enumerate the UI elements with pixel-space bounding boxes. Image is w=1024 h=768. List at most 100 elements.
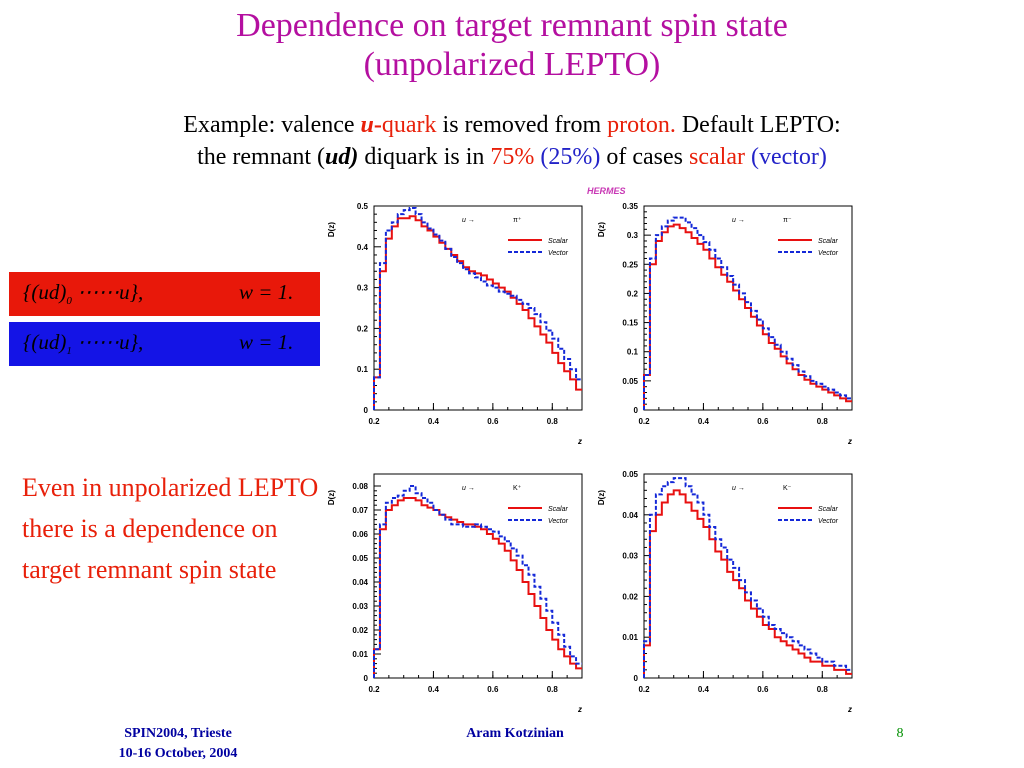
footer-conference-name: SPIN2004, Trieste	[124, 726, 232, 741]
y-tick-label: 0	[634, 674, 639, 683]
y-tick-label: 0.03	[352, 602, 368, 611]
slide-title: Dependence on target remnant spin state …	[0, 6, 1024, 84]
hermes-label: HERMES	[587, 186, 626, 196]
y-tick-label: 0.02	[352, 626, 368, 635]
x-tick-label: 0.6	[757, 417, 769, 426]
x-tick-label: 0.2	[638, 417, 650, 426]
dash: -	[373, 112, 382, 138]
x-tick-label: 0.8	[817, 417, 829, 426]
hadron-label: π⁻	[783, 217, 792, 224]
intro-text-1: Example: valence	[183, 112, 361, 138]
chart-pi-plus: 0 0.1 0.2 0.3 0.4 0.5 0.2 0.4 0.6 0.8 D(z) z u → π⁺ Sc…	[322, 196, 590, 450]
intro-text-4: the remnant (	[197, 144, 326, 170]
plot-frame	[373, 205, 583, 411]
eq-red-rest: ⋯⋯u},	[71, 280, 144, 304]
eq-red-weight: w = 1.	[239, 280, 294, 304]
x-tick-label: 0.4	[428, 685, 440, 694]
chart-k-minus: 0 0.01 0.02 0.03 0.04 0.05 0.2 0.4 0.6 0.8 D(z) z u …	[592, 464, 860, 718]
y-tick-label: 0.1	[357, 365, 369, 374]
x-tick-label: 0.2	[368, 685, 380, 694]
y-tick-label: 0.25	[622, 260, 638, 269]
chart-k-minus-svg: 0 0.01 0.02 0.03 0.04 0.05 0.2 0.4 0.6 0.8 D(z) z u …	[597, 470, 853, 714]
y-tick-label: 0.03	[622, 552, 638, 561]
y-tick-label: 0.2	[627, 289, 639, 298]
series-scalar-histogram	[373, 215, 582, 410]
y-tick-label: 0.04	[622, 511, 638, 520]
y-tick-label: 0	[634, 406, 639, 415]
process-label: u →	[732, 217, 745, 224]
process-label: u →	[462, 217, 475, 224]
y-tick-label: 0.3	[357, 284, 369, 293]
percent-75: 75%	[490, 144, 535, 170]
process-label: u →	[462, 485, 475, 492]
y-tick-label: 0	[364, 674, 369, 683]
y-tick-label: 0.4	[357, 243, 369, 252]
eq-blue-rest: ⋯⋯u},	[71, 330, 144, 354]
vector-word: (vector)	[744, 144, 827, 170]
u-quark-symbol: u	[360, 112, 374, 138]
series-vector-histogram	[373, 207, 582, 410]
legend-label-vector: Vector	[548, 518, 569, 525]
y-tick-label: 0.2	[357, 324, 369, 333]
footer-author: Aram Kotzinian	[466, 726, 564, 741]
intro-text-6: of cases	[600, 144, 689, 170]
note-text: Even in unpolarized LEPTO there is a dep…	[22, 473, 319, 584]
y-tick-label: 0.3	[627, 231, 639, 240]
x-tick-label: 0.4	[428, 417, 440, 426]
x-axis-label: z	[577, 705, 582, 714]
legend-label-vector: Vector	[818, 250, 839, 257]
series-scalar-histogram	[643, 489, 852, 678]
scalar-equation-box: {(ud)0 ⋯⋯u}, w = 1.	[9, 272, 320, 316]
y-tick-label: 0.08	[352, 482, 368, 491]
y-axis-label: D(z)	[597, 490, 606, 505]
scalar-word: scalar	[689, 144, 745, 170]
eq-blue-sub: 1	[66, 345, 72, 358]
y-axis-label: D(z)	[597, 222, 606, 237]
y-tick-label: 0.02	[622, 592, 638, 601]
eq-red-sub: 0	[66, 295, 72, 308]
plot-frame	[643, 473, 853, 679]
legend-label-scalar: Scalar	[818, 238, 839, 245]
x-tick-label: 0.2	[638, 685, 650, 694]
plot-frame	[373, 473, 583, 679]
legend-label-scalar: Scalar	[818, 506, 839, 513]
page-number: 8	[896, 726, 904, 741]
hadron-label: K⁻	[783, 485, 792, 492]
x-tick-label: 0.6	[757, 685, 769, 694]
y-tick-label: 0.06	[352, 530, 368, 539]
footer-conference-dates: 10-16 October, 2004	[118, 746, 238, 761]
eq-red-open: {(ud)	[23, 280, 67, 304]
y-tick-label: 0.15	[622, 319, 638, 328]
chart-pi-minus: 0 0.05 0.1 0.15 0.2 0.25 0.3 0.35 0.2 0.4 0.6 0.8 D(…	[592, 196, 860, 450]
intro-text-2: is removed from	[436, 112, 608, 138]
x-tick-label: 0.6	[487, 685, 499, 694]
footer-conference: SPIN2004, Trieste 10-16 October, 2004	[88, 724, 268, 764]
proton-word: proton.	[607, 112, 676, 138]
intro-line-1: Example: valence u-quark is removed from…	[0, 109, 1024, 141]
title-line-1: Dependence on target remnant spin state	[236, 7, 788, 44]
chart-pi-plus-svg: 0 0.1 0.2 0.3 0.4 0.5 0.2 0.4 0.6 0.8 D(z) z u → π⁺ Sc…	[327, 202, 583, 446]
x-tick-label: 0.4	[698, 685, 710, 694]
hadron-label: π⁺	[513, 217, 522, 224]
x-tick-label: 0.4	[698, 417, 710, 426]
legend-label-vector: Vector	[818, 518, 839, 525]
y-tick-label: 0.01	[622, 633, 638, 642]
eq-blue-weight: w = 1.	[239, 330, 294, 354]
y-tick-label: 0.01	[352, 650, 368, 659]
x-tick-label: 0.8	[547, 417, 559, 426]
vector-equation-box: {(ud)1 ⋯⋯u}, w = 1.	[9, 322, 320, 366]
x-axis-label: z	[847, 437, 852, 446]
hadron-label: K⁺	[513, 485, 522, 492]
percent-25: (25%)	[534, 144, 601, 170]
chart-pi-minus-svg: 0 0.05 0.1 0.15 0.2 0.25 0.3 0.35 0.2 0.4 0.6 0.8 D(…	[597, 202, 853, 446]
y-tick-label: 0.05	[622, 377, 638, 386]
y-tick-label: 0.04	[352, 578, 368, 587]
legend-label-vector: Vector	[548, 250, 569, 257]
x-tick-label: 0.8	[547, 685, 559, 694]
y-axis-label: D(z)	[327, 222, 336, 237]
chart-k-plus-svg: 0 0.01 0.02 0.03 0.04 0.05 0.06 0.07 0.08 0.2 0.4 0…	[327, 473, 583, 714]
legend-label-scalar: Scalar	[548, 506, 569, 513]
series-vector-histogram	[643, 216, 852, 410]
x-tick-label: 0.6	[487, 417, 499, 426]
y-tick-label: 0.5	[357, 202, 369, 211]
